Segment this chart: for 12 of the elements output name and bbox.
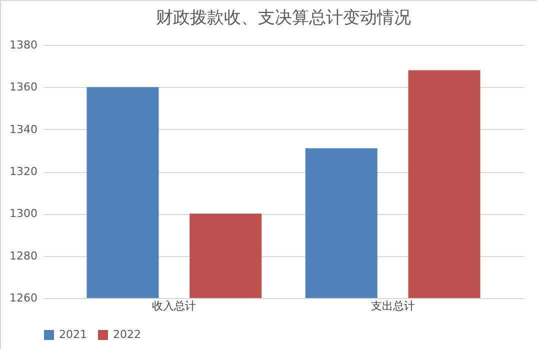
y-tick-label: 1300: [10, 207, 38, 220]
x-tick-label: 支出总计: [370, 300, 415, 312]
x-tick-label: 收入总计: [152, 300, 196, 312]
y-tick-label: 1260: [10, 292, 38, 304]
chart-title: 财政拨款收、支决算总计变动情况: [156, 8, 411, 28]
legend-label: 2021: [59, 328, 87, 341]
y-tick-label: 1320: [10, 165, 38, 178]
y-tick-label: 1340: [10, 122, 38, 136]
y-tick-label: 1360: [10, 80, 38, 94]
legend-label: 2022: [113, 328, 141, 341]
y-tick-label: 1380: [10, 38, 38, 52]
y-tick-label: 1280: [10, 249, 38, 262]
